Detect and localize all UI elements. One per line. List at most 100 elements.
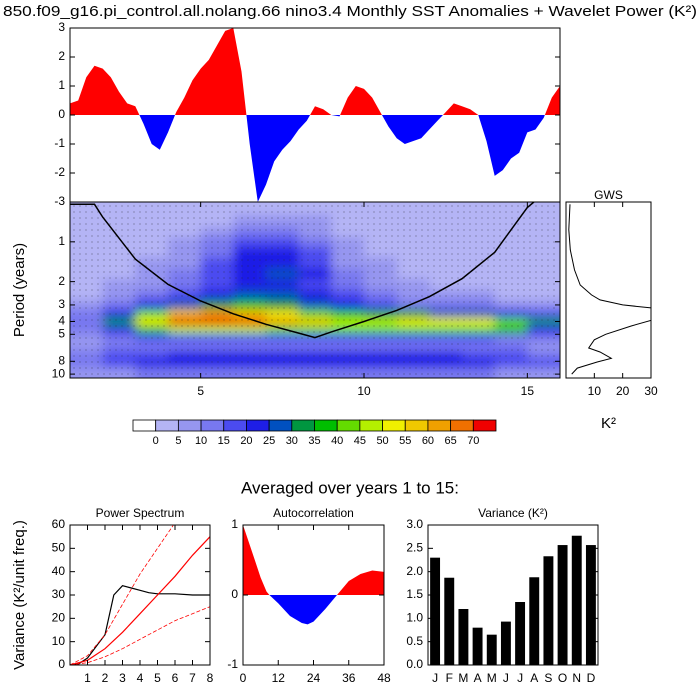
series-line (70, 536, 210, 665)
colorbar-box (404, 419, 429, 432)
y-tick-label: 3 (58, 297, 65, 311)
y-axis-label: Period (years) (11, 243, 28, 337)
y-tick-label: 3 (58, 20, 65, 34)
series-line (70, 525, 174, 665)
colorbar-box (291, 419, 315, 432)
x-tick-label: 10 (588, 384, 602, 398)
colorbar-box (472, 419, 497, 432)
x-tick-label: 24 (307, 671, 321, 685)
y-tick-label: 10 (52, 634, 66, 648)
y-tick-label: 60 (52, 517, 66, 531)
bar (486, 634, 497, 665)
colorbar-label: 25 (263, 435, 275, 447)
panel-title: Power Spectrum (96, 506, 185, 520)
x-tick-label: 30 (644, 384, 658, 398)
y-tick-label: 2.0 (406, 564, 423, 578)
colorbar-label: 30 (286, 435, 298, 447)
x-tick-label: O (558, 671, 567, 685)
x-tick-label: 3 (119, 671, 126, 685)
colorbar-box (223, 419, 247, 432)
y-tick-label: 2.5 (406, 541, 423, 555)
y-tick-label: -1 (227, 657, 238, 671)
figure-title: 850.f09_g16.pi_control.all.nolang.66 nin… (3, 3, 697, 20)
x-tick-label: 7 (189, 671, 196, 685)
plot-frame (565, 201, 652, 379)
bar (557, 545, 568, 665)
y-tick-label: 1.0 (406, 611, 423, 625)
y-tick-label: 4 (58, 314, 65, 328)
y-tick-label: 1 (58, 234, 65, 248)
bar (571, 535, 582, 665)
colorbar-box (382, 419, 406, 432)
x-tick-label: 6 (172, 671, 179, 685)
colorbar-box (177, 419, 202, 432)
y-tick-label: 50 (52, 541, 66, 555)
x-tick-label: M (458, 671, 468, 685)
colorbar-label: 20 (240, 435, 252, 447)
positive-area (243, 525, 384, 595)
colorbar-box (132, 419, 157, 432)
y-tick-label: 3.0 (406, 517, 423, 531)
x-tick-label: D (587, 671, 596, 685)
colorbar-box (200, 419, 225, 432)
y-tick-label: 1 (231, 517, 238, 531)
bar (529, 577, 540, 665)
colorbar-label: 50 (376, 435, 388, 447)
colorbar-box (427, 419, 452, 432)
bar (472, 627, 483, 665)
y-tick-label: 2 (58, 274, 65, 288)
x-tick-label: 20 (616, 384, 630, 398)
x-tick-label: 0 (240, 671, 247, 685)
x-tick-label: 8 (207, 671, 214, 685)
x-tick-label: 10 (357, 384, 371, 398)
y-axis-label: Variance (K²/unit freq.) (11, 520, 28, 670)
x-tick-label: 48 (377, 671, 391, 685)
x-axis-label: K² (601, 415, 616, 432)
y-tick-label: -2 (54, 165, 65, 179)
x-tick-label: 4 (137, 671, 144, 685)
x-tick-label: F (446, 671, 453, 685)
x-tick-label: J (432, 671, 438, 685)
x-tick-label: A (530, 671, 538, 685)
y-tick-label: 0 (58, 657, 65, 671)
y-tick-label: 8 (58, 353, 65, 367)
colorbar-label: 45 (354, 435, 366, 447)
bar (458, 609, 469, 665)
x-tick-label: 15 (521, 384, 535, 398)
cone-of-influence (70, 202, 535, 339)
x-tick-label: 36 (342, 671, 356, 685)
gws-line (568, 204, 651, 375)
positive-area (70, 28, 560, 115)
colorbar-box (246, 419, 270, 432)
colorbar-label: 35 (308, 435, 320, 447)
colorbar-label: 70 (467, 435, 479, 447)
plot-frame (69, 201, 561, 379)
stipple (70, 202, 560, 378)
y-tick-label: 30 (52, 587, 66, 601)
bar (585, 545, 596, 665)
colorbar-label: 60 (422, 435, 434, 447)
bar (430, 557, 441, 665)
colorbar-label: 40 (331, 435, 343, 447)
y-tick-label: 40 (52, 564, 66, 578)
y-tick-label: 1.5 (406, 587, 423, 601)
negative-area (243, 595, 384, 625)
bar (444, 577, 455, 665)
caption: Averaged over years 1 to 15: (241, 478, 459, 497)
colorbar-label: 15 (218, 435, 230, 447)
bar (515, 602, 526, 665)
x-tick-label: N (572, 671, 581, 685)
y-tick-label: 0.5 (406, 634, 423, 648)
x-tick-label: 2 (102, 671, 109, 685)
x-tick-label: M (487, 671, 497, 685)
negative-area (70, 115, 560, 202)
x-tick-label: 1 (84, 671, 91, 685)
panel-title: Variance (K²) (478, 506, 548, 520)
colorbar-box (314, 419, 338, 432)
colorbar-label: 0 (153, 435, 159, 447)
y-tick-label: 5 (58, 326, 65, 340)
colorbar-box (359, 419, 383, 432)
panel-title: GWS (594, 188, 623, 202)
colorbar-label: 5 (175, 435, 181, 447)
